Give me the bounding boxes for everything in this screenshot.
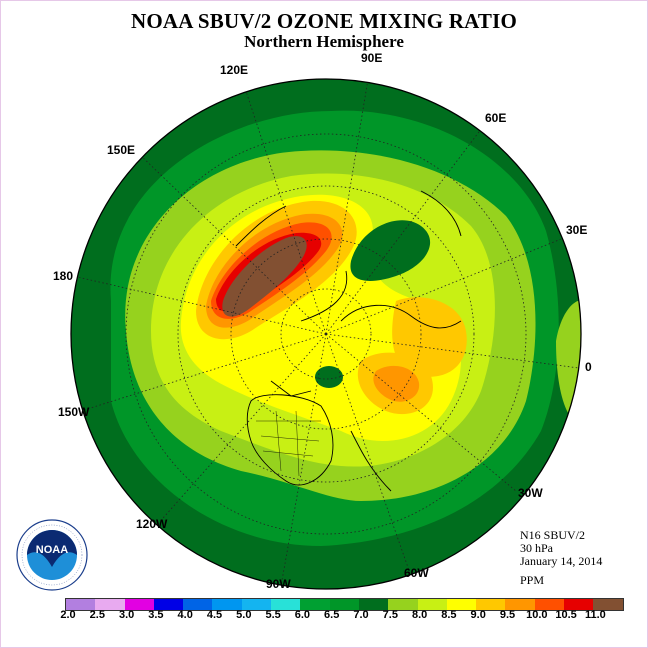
lon-label-60w: 60W — [404, 566, 429, 580]
colorbar-swatch — [241, 599, 272, 610]
colorbar-swatch — [358, 599, 389, 610]
colorbar-tick-label: 3.5 — [148, 609, 164, 621]
colorbar-swatch — [271, 599, 301, 610]
colorbar-swatch — [476, 599, 506, 610]
page-title: NOAA SBUV/2 OZONE MIXING RATIO — [131, 9, 517, 33]
lon-label-0: 0 — [585, 360, 592, 374]
ozone-field-9.5-atlantic — [373, 365, 420, 402]
colorbar-tick-label: 11.0 — [584, 609, 606, 621]
page-subtitle: Northern Hemisphere — [244, 32, 404, 51]
colorbar-swatch — [124, 599, 154, 610]
colorbar-tick-label: 2.0 — [60, 609, 76, 621]
lon-label-30w: 30W — [518, 486, 543, 500]
colorbar-swatch — [593, 599, 623, 610]
colorbar-tick-label: 7.0 — [353, 609, 369, 621]
coastlines — [235, 190, 462, 492]
graticule — [72, 79, 581, 587]
lon-label-30e: 30E — [566, 223, 588, 237]
colorbar-tick-label: 10.5 — [555, 609, 577, 621]
colorbar-tick-label: 2.5 — [89, 609, 105, 621]
colorbar-swatch — [153, 599, 184, 610]
colorbar-tick-label: 5.5 — [265, 609, 281, 621]
logo-text: NOAA — [36, 544, 68, 556]
units-label: PPM — [520, 573, 545, 587]
colorbar-tick-label: 7.5 — [382, 609, 398, 621]
lon-label-90e: 90E — [361, 51, 383, 65]
lon-label-120w: 120W — [136, 517, 168, 531]
date-label: January 14, 2014 — [520, 554, 603, 568]
satellite-label: N16 SBUV/2 — [520, 528, 586, 542]
colorbar-ticks: 2.0 2.5 3.0 3.5 4.0 4.5 5.0 5.5 6.0 6.5 7.0 7.5 8.0 8… — [1, 609, 647, 625]
lon-label-180: 180 — [53, 269, 74, 283]
ozone-field-11.0 — [222, 236, 307, 317]
noaa-logo: NOAA — [16, 519, 88, 591]
map-boundary — [70, 78, 582, 590]
colorbar — [65, 598, 624, 611]
colorbar-tick-label: 6.5 — [324, 609, 340, 621]
colorbar-swatch — [300, 599, 330, 610]
lon-label-60e: 60E — [485, 111, 507, 125]
pressure-level: 30 hPa — [520, 541, 553, 555]
colorbar-tick-label: 4.5 — [206, 609, 223, 621]
colorbar-tick-label: 8.0 — [411, 609, 428, 621]
colorbar-swatch — [388, 599, 418, 610]
colorbar-swatch — [534, 599, 565, 610]
political-borders — [256, 410, 321, 477]
colorbar-tick-label: 9.0 — [470, 609, 486, 621]
colorbar-tick-label: 3.0 — [118, 609, 135, 621]
product-info: N16 SBUV/2 30 hPa January 14, 2014 — [520, 529, 602, 568]
colorbar-swatch — [212, 599, 242, 610]
lon-label-120e: 120E — [220, 63, 249, 77]
colorbar-tick-label: 6.0 — [294, 609, 311, 621]
colorbar-swatch — [183, 599, 213, 610]
colorbar-swatch — [329, 599, 359, 610]
colorbar-swatch — [95, 599, 125, 610]
ozone-pole-patch — [315, 366, 343, 388]
lon-label-150w: 150W — [58, 405, 90, 419]
lon-label-90w: 90W — [266, 577, 291, 591]
colorbar-swatch — [564, 599, 594, 610]
ozone-low-region — [350, 220, 431, 281]
colorbar-tick-label: 8.5 — [441, 609, 457, 621]
colorbar-tick-label: 5.0 — [236, 609, 252, 621]
colorbar-tick-label: 10.0 — [526, 609, 548, 621]
colorbar-swatch — [417, 599, 447, 610]
colorbar-swatch — [446, 599, 477, 610]
colorbar-tick-label: 9.5 — [499, 609, 516, 621]
colorbar-swatch — [66, 599, 96, 610]
colorbar-swatch — [505, 599, 535, 610]
colorbar-tick-label: 4.0 — [177, 609, 193, 621]
lon-label-150e: 150E — [107, 143, 136, 157]
